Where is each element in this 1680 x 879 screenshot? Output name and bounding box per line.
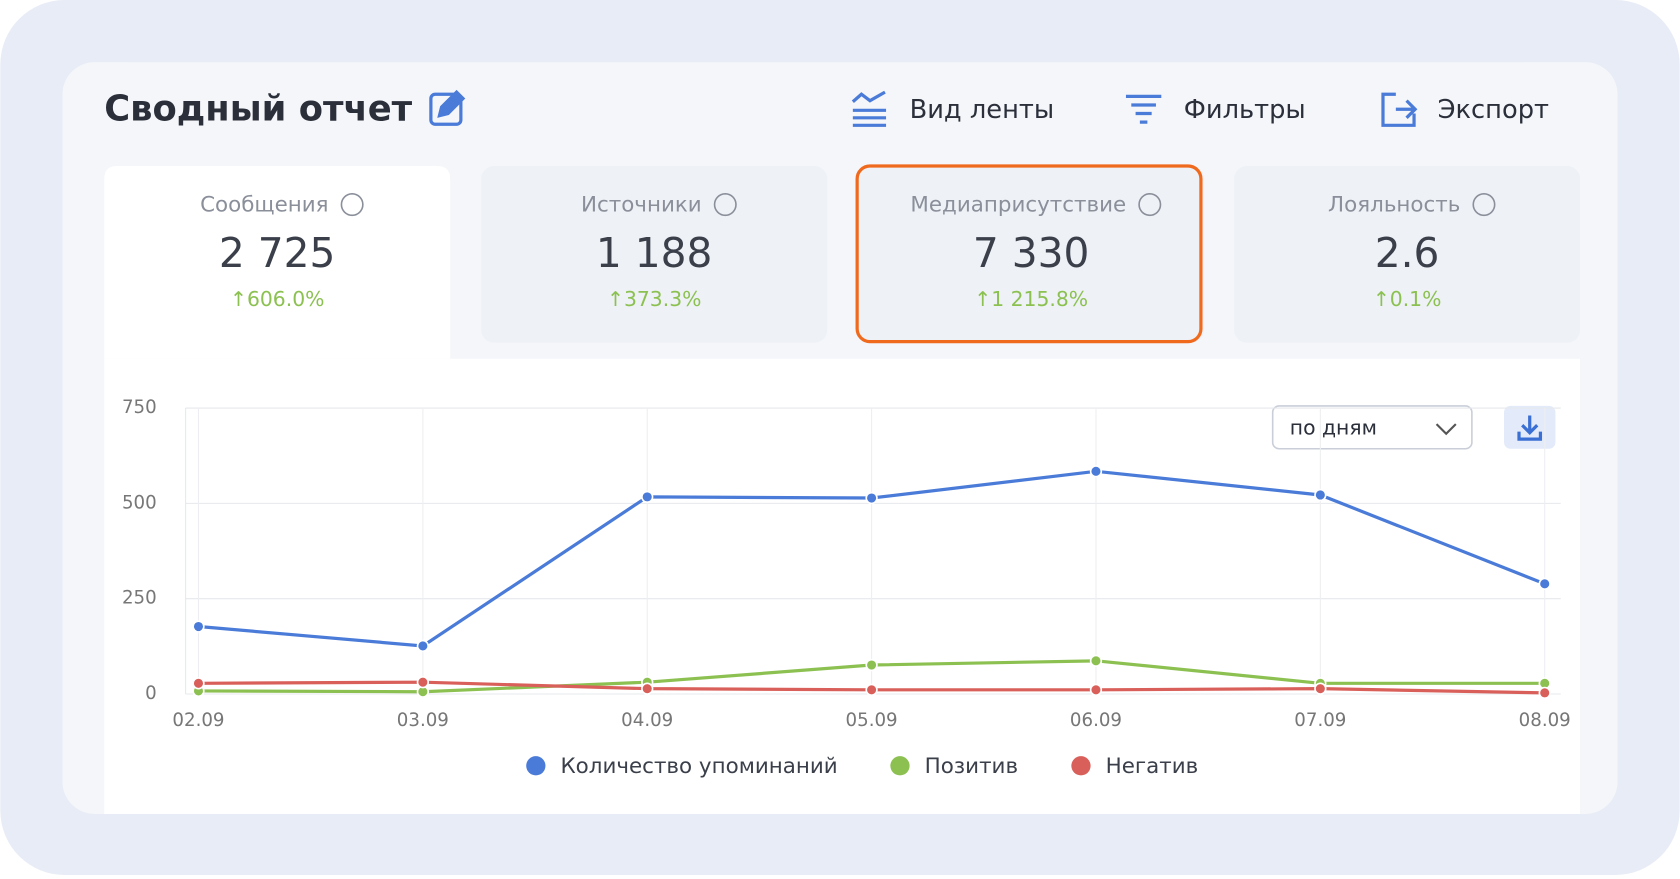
data-point — [1314, 488, 1327, 502]
kpi-value: 2 725 — [219, 229, 335, 277]
x-tick-label: 02.09 — [172, 710, 224, 731]
select-value: по дням — [1290, 415, 1377, 439]
x-tick-label: 05.09 — [846, 710, 898, 731]
help-icon — [340, 193, 364, 217]
legend-marker — [890, 756, 910, 776]
data-point — [192, 677, 205, 690]
x-tick-label: 07.09 — [1294, 710, 1346, 731]
help-icon — [713, 193, 737, 217]
kpi-card — [481, 166, 828, 343]
data-point — [1089, 654, 1103, 667]
kpi-change: ↑373.3% — [607, 287, 702, 311]
data-point — [641, 490, 654, 504]
period-select[interactable]: по дням — [1271, 405, 1473, 450]
filters-button[interactable]: Фильтры — [1125, 94, 1306, 125]
y-tick-label: 0 — [145, 683, 157, 704]
legend-label: Негатив — [1106, 754, 1199, 779]
legend-label: Количество упоминаний — [560, 754, 837, 779]
data-point — [416, 676, 430, 689]
help-icon — [1138, 193, 1162, 217]
kpi-change: ↑1 215.8% — [974, 287, 1088, 311]
download-button[interactable] — [1504, 405, 1556, 449]
kpi-value: 1 188 — [596, 229, 712, 277]
data-point — [1538, 577, 1551, 590]
data-point — [865, 491, 878, 505]
x-tick-label: 03.09 — [397, 710, 449, 731]
data-point — [865, 658, 878, 672]
x-tick-label: 08.09 — [1519, 710, 1571, 731]
x-tick-label: 06.09 — [1070, 710, 1122, 731]
y-tick-label: 750 — [122, 397, 157, 418]
x-tick-label: 04.09 — [621, 710, 673, 731]
kpi-value: 7 330 — [973, 229, 1089, 277]
action-label: Вид ленты — [910, 95, 1055, 125]
data-point — [1314, 682, 1327, 695]
kpi-label: Лояльность — [1328, 193, 1460, 218]
kpi-label: Сообщения — [200, 193, 328, 218]
action-label: Экспорт — [1438, 95, 1549, 125]
y-tick-label: 250 — [122, 588, 157, 609]
kpi-label: Медиаприсутствие — [910, 193, 1126, 218]
data-point — [1089, 683, 1103, 696]
data-point — [641, 682, 654, 695]
kpi-card — [858, 166, 1205, 343]
line-chart: 0 250 500 750 02.09 03.09 04.09 05.09 06.09 07.09… — [122, 397, 1571, 779]
export-button[interactable]: Экспорт — [1381, 92, 1549, 127]
kpi-label: Источники — [581, 193, 702, 218]
edit-icon[interactable] — [429, 89, 466, 126]
kpi-card — [104, 166, 451, 359]
data-point — [1538, 686, 1551, 700]
legend-marker — [526, 756, 546, 776]
kpi-value: 2.6 — [1375, 229, 1440, 277]
kpi-highlight — [855, 164, 1203, 344]
data-point — [1089, 465, 1103, 478]
feed-view-button[interactable]: Вид ленты — [851, 90, 1055, 127]
kpi-row: Сообщения 2 725 ↑606.0% Источники 1 188 ↑373.… — [104, 164, 1581, 359]
legend-label: Позитив — [925, 754, 1019, 779]
data-point — [192, 620, 205, 633]
kpi-change: ↑0.1% — [1373, 287, 1442, 311]
y-tick-label: 500 — [122, 492, 157, 513]
report-title: Сводный отчет — [104, 88, 412, 129]
action-label: Фильтры — [1184, 95, 1306, 125]
data-point — [865, 683, 878, 696]
kpi-change: ↑606.0% — [230, 287, 325, 311]
help-icon — [1472, 193, 1496, 217]
data-point — [416, 639, 430, 653]
legend-marker — [1071, 756, 1091, 776]
